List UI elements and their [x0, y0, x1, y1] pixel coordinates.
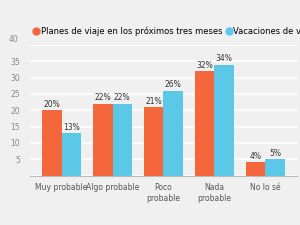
- Bar: [195, 71, 214, 176]
- Bar: [112, 104, 132, 176]
- Bar: [164, 91, 183, 176]
- Text: 5%: 5%: [269, 149, 281, 158]
- Text: 4%: 4%: [250, 152, 262, 161]
- Text: 22%: 22%: [94, 93, 111, 102]
- Bar: [246, 162, 266, 176]
- Text: 32%: 32%: [196, 61, 213, 70]
- Text: 13%: 13%: [63, 123, 80, 132]
- Text: 21%: 21%: [146, 97, 162, 106]
- Bar: [61, 133, 81, 176]
- Text: 26%: 26%: [165, 80, 182, 89]
- Legend: Planes de viaje en los próximos tres meses, Vacaciones de verano: Planes de viaje en los próximos tres mes…: [34, 26, 300, 36]
- Bar: [266, 159, 285, 176]
- Bar: [214, 65, 234, 176]
- Text: 40: 40: [9, 35, 18, 44]
- Bar: [42, 110, 62, 176]
- Text: 22%: 22%: [114, 93, 130, 102]
- Bar: [93, 104, 112, 176]
- Bar: [144, 107, 164, 176]
- Text: 20%: 20%: [44, 100, 60, 109]
- Text: 34%: 34%: [216, 54, 232, 63]
